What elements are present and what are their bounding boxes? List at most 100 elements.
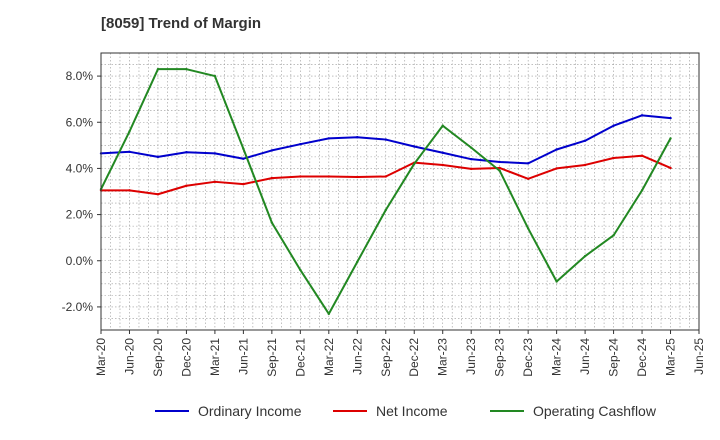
x-tick-label: Dec-24 <box>635 338 649 377</box>
data-point-net-income <box>469 167 473 171</box>
x-tick-label: Sep-23 <box>493 338 507 377</box>
data-point-ordinary-income <box>299 142 302 146</box>
legend-swatch <box>333 410 367 412</box>
x-axis: Mar-20 Jun-20 Sep-20 Dec-20 Mar-21 Jun-21 Sep-… <box>94 330 706 377</box>
legend-label: Operating Cashflow <box>533 403 656 419</box>
y-axis: -2.0% 0.0% 2.0% 4.0% 6.0% 8.0% <box>62 69 101 314</box>
data-point-ordinary-income <box>583 139 587 142</box>
data-point-net-income <box>640 154 644 157</box>
data-point-operating-cashflow <box>156 67 160 71</box>
x-tick-label: Mar-23 <box>436 338 450 376</box>
data-point-ordinary-income <box>185 151 188 154</box>
plot-frame <box>100 52 700 331</box>
y-tick-label: 2.0% <box>66 208 94 222</box>
data-point-ordinary-income <box>384 138 387 141</box>
data-point-net-income <box>128 189 131 192</box>
data-point-net-income <box>185 184 188 187</box>
data-point-ordinary-income <box>612 124 615 127</box>
legend-label: Net Income <box>376 403 448 419</box>
data-point-operating-cashflow <box>356 260 359 264</box>
x-tick-label: Mar-21 <box>208 338 222 376</box>
data-point-ordinary-income <box>469 157 473 161</box>
x-tick-label: Jun-22 <box>350 338 364 375</box>
data-point-net-income <box>555 167 558 170</box>
data-point-net-income <box>583 163 587 167</box>
data-point-operating-cashflow <box>213 74 217 78</box>
data-point-operating-cashflow <box>583 254 587 258</box>
grid-layer <box>101 53 699 330</box>
data-point-ordinary-income <box>669 116 672 120</box>
data-point-operating-cashflow <box>299 268 302 272</box>
data-point-net-income <box>669 166 672 170</box>
data-point-ordinary-income <box>498 160 501 164</box>
data-point-ordinary-income <box>526 162 530 165</box>
data-point-ordinary-income <box>327 137 331 140</box>
data-point-net-income <box>327 175 331 178</box>
series-layer <box>99 67 672 316</box>
data-point-net-income <box>612 156 615 160</box>
legend: Ordinary Income Net Income Operating Cas… <box>0 403 720 427</box>
x-tick-label: Sep-20 <box>151 338 165 377</box>
data-point-operating-cashflow <box>555 280 558 283</box>
data-point-ordinary-income <box>640 114 644 117</box>
y-tick-label: 0.0% <box>66 254 94 268</box>
legend-swatch <box>155 410 189 412</box>
data-point-ordinary-income <box>128 150 131 153</box>
x-tick-label: Mar-20 <box>94 338 108 376</box>
data-point-ordinary-income <box>270 149 274 152</box>
y-tick-label: 8.0% <box>66 69 94 83</box>
data-point-operating-cashflow <box>640 189 644 192</box>
x-tick-label: Sep-21 <box>265 338 279 377</box>
data-point-operating-cashflow <box>498 169 501 172</box>
y-tick-label: 6.0% <box>66 115 94 129</box>
x-tick-label: Dec-21 <box>293 338 307 377</box>
data-point-operating-cashflow <box>441 124 444 127</box>
data-point-net-income <box>356 175 359 179</box>
y-tick-label: 4.0% <box>66 161 94 175</box>
data-point-operating-cashflow <box>327 312 331 316</box>
x-tick-label: Mar-25 <box>664 338 678 376</box>
data-point-operating-cashflow <box>413 162 416 165</box>
legend-label: Ordinary Income <box>198 403 302 419</box>
data-point-operating-cashflow <box>669 137 672 140</box>
x-tick-label: Dec-22 <box>407 338 421 377</box>
data-point-operating-cashflow <box>242 147 245 150</box>
x-tick-label: Jun-20 <box>122 338 136 375</box>
data-point-operating-cashflow <box>270 221 274 224</box>
data-point-operating-cashflow <box>185 67 188 71</box>
x-tick-label: Jun-25 <box>692 338 706 375</box>
x-tick-label: Mar-22 <box>322 338 336 376</box>
legend-item-operating-cashflow: Operating Cashflow <box>490 403 656 419</box>
x-tick-label: Dec-20 <box>179 338 193 377</box>
x-tick-label: Sep-24 <box>607 338 621 377</box>
chart-title: [8059] Trend of Margin <box>101 15 262 32</box>
data-point-net-income <box>526 177 530 181</box>
data-point-net-income <box>213 180 217 184</box>
x-tick-label: Jun-23 <box>464 338 478 375</box>
data-point-net-income <box>242 182 245 186</box>
data-point-operating-cashflow <box>469 146 473 149</box>
x-tick-label: Mar-24 <box>550 338 564 376</box>
y-tick-label: -2.0% <box>62 300 94 314</box>
data-point-ordinary-income <box>242 157 245 160</box>
legend-item-net-income: Net Income <box>333 403 448 419</box>
data-point-ordinary-income <box>213 152 217 155</box>
data-point-net-income <box>299 175 302 178</box>
data-point-ordinary-income <box>413 145 416 148</box>
data-point-ordinary-income <box>156 155 160 159</box>
data-point-operating-cashflow <box>384 208 387 212</box>
x-tick-label: Sep-22 <box>379 338 393 377</box>
data-point-ordinary-income <box>441 151 444 154</box>
data-point-net-income <box>498 166 501 170</box>
data-point-operating-cashflow <box>612 234 615 237</box>
data-point-net-income <box>441 163 444 167</box>
data-point-ordinary-income <box>555 148 558 151</box>
x-tick-label: Dec-23 <box>521 338 535 377</box>
legend-item-ordinary-income: Ordinary Income <box>155 403 301 419</box>
data-point-net-income <box>270 176 274 180</box>
data-point-operating-cashflow <box>526 227 530 230</box>
x-tick-label: Jun-24 <box>578 338 592 375</box>
data-point-net-income <box>384 175 387 178</box>
data-point-ordinary-income <box>356 136 359 139</box>
